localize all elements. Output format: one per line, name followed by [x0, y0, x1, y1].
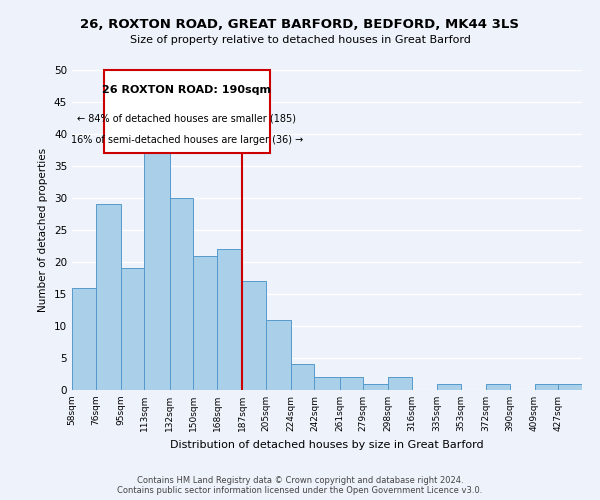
- Bar: [314, 377, 340, 390]
- Text: 26 ROXTON ROAD: 190sqm: 26 ROXTON ROAD: 190sqm: [102, 85, 271, 95]
- X-axis label: Distribution of detached houses by size in Great Barford: Distribution of detached houses by size …: [170, 440, 484, 450]
- Text: 26, ROXTON ROAD, GREAT BARFORD, BEDFORD, MK44 3LS: 26, ROXTON ROAD, GREAT BARFORD, BEDFORD,…: [80, 18, 520, 30]
- Y-axis label: Number of detached properties: Number of detached properties: [38, 148, 49, 312]
- Bar: [242, 281, 266, 390]
- FancyBboxPatch shape: [104, 70, 269, 153]
- Bar: [363, 384, 388, 390]
- Bar: [266, 320, 291, 390]
- Text: Size of property relative to detached houses in Great Barford: Size of property relative to detached ho…: [130, 35, 470, 45]
- Bar: [170, 198, 193, 390]
- Bar: [486, 384, 509, 390]
- Bar: [340, 377, 363, 390]
- Text: Contains HM Land Registry data © Crown copyright and database right 2024.: Contains HM Land Registry data © Crown c…: [137, 476, 463, 485]
- Text: 16% of semi-detached houses are larger (36) →: 16% of semi-detached houses are larger (…: [71, 135, 303, 145]
- Bar: [291, 364, 314, 390]
- Bar: [388, 377, 412, 390]
- Bar: [437, 384, 461, 390]
- Bar: [558, 384, 582, 390]
- Text: Contains public sector information licensed under the Open Government Licence v3: Contains public sector information licen…: [118, 486, 482, 495]
- Bar: [96, 204, 121, 390]
- Bar: [145, 128, 170, 390]
- Bar: [121, 268, 145, 390]
- Bar: [193, 256, 217, 390]
- Bar: [217, 249, 242, 390]
- Bar: [72, 288, 96, 390]
- Text: ← 84% of detached houses are smaller (185): ← 84% of detached houses are smaller (18…: [77, 114, 296, 124]
- Bar: [535, 384, 558, 390]
